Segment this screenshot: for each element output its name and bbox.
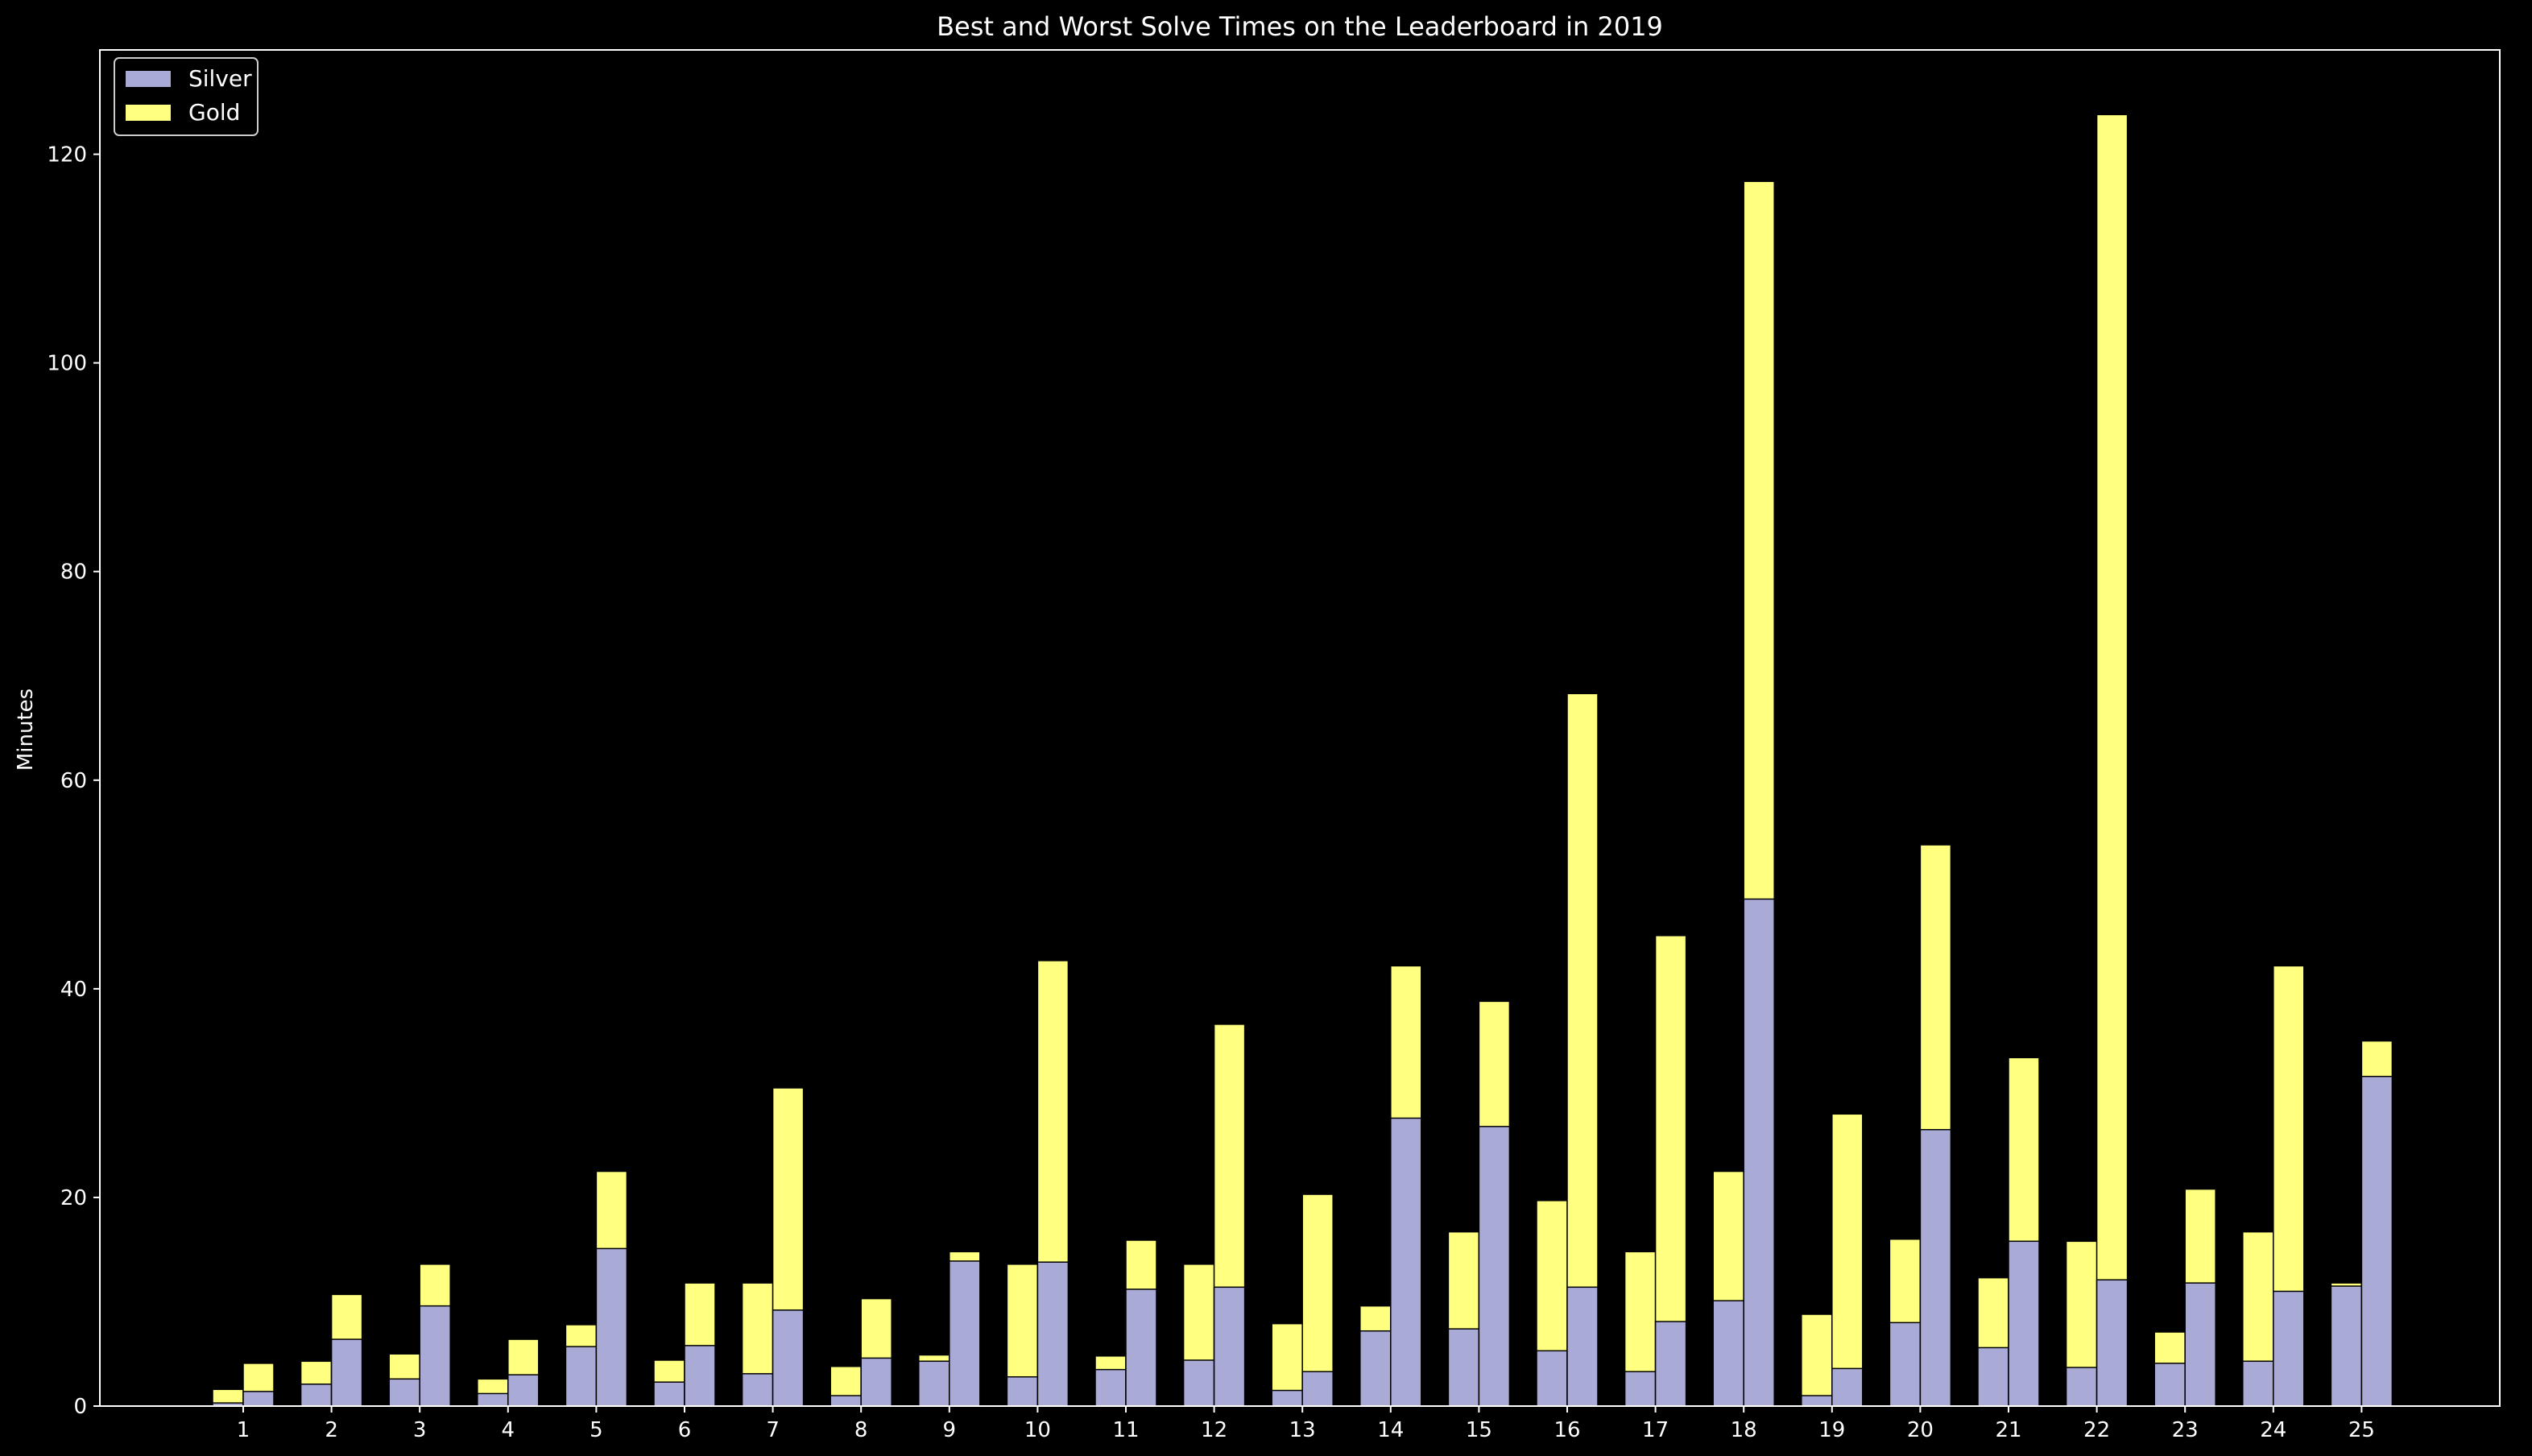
x-tick-label: 20 [1907,1418,1934,1442]
y-tick-label: 120 [47,143,87,168]
x-tick-label: 24 [2260,1418,2286,1442]
silver-bar-day-12-best [1182,1359,1215,1407]
silver-bar-day-1-worst [242,1391,275,1407]
x-tick-label: 5 [590,1418,603,1442]
y-tick-label: 20 [60,1186,87,1210]
x-tick-label: 17 [1642,1418,1669,1442]
x-tick-label: 7 [766,1418,780,1442]
legend-swatch-gold [126,105,171,121]
legend-swatch-silver [126,71,171,87]
silver-bar-day-9-worst [949,1260,981,1407]
x-tick-label: 4 [502,1418,515,1442]
silver-bar-day-19-worst [1831,1367,1864,1407]
silver-bar-day-17-worst [1654,1321,1687,1407]
silver-bar-day-11-worst [1125,1288,1157,1407]
silver-bar-day-10-worst [1036,1261,1069,1407]
chart-title: Best and Worst Solve Times on the Leader… [937,11,1663,42]
silver-bar-day-2-worst [330,1338,363,1407]
silver-bar-day-18-best [1712,1300,1744,1407]
x-tick-label: 10 [1024,1418,1051,1442]
silver-bar-day-4-worst [507,1374,540,1407]
silver-bar-day-24-worst [2273,1290,2305,1407]
silver-bar-day-2-best [300,1384,333,1407]
gold-bar-day-19-worst [1831,1113,1864,1407]
silver-bar-day-22-worst [2096,1279,2129,1407]
x-tick-label: 9 [943,1418,957,1442]
silver-bar-day-15-worst [1478,1126,1511,1407]
plot-frame [99,49,2501,1407]
silver-bar-day-10-best [1006,1375,1039,1407]
x-tick-label: 6 [678,1418,692,1442]
x-tick-label: 23 [2172,1418,2199,1442]
silver-bar-day-5-best [565,1346,598,1407]
y-tick-label: 40 [60,978,87,1002]
gold-bar-day-13-worst [1301,1193,1334,1407]
silver-bar-day-20-worst [1919,1128,1952,1407]
silver-bar-day-16-best [1536,1350,1568,1407]
silver-bar-day-15-best [1447,1328,1480,1407]
silver-bar-day-9-best [918,1360,950,1407]
silver-bar-day-8-worst [860,1357,892,1407]
silver-bar-day-22-best [2065,1367,2098,1407]
silver-bar-day-21-worst [2008,1240,2040,1407]
silver-bar-day-23-worst [2184,1282,2216,1407]
legend: Silver Gold [114,57,259,136]
y-tick-label: 100 [47,352,87,376]
y-tick-label: 60 [60,769,87,793]
x-tick-label: 8 [854,1418,868,1442]
x-tick-label: 2 [325,1418,338,1442]
silver-bar-day-17-best [1624,1371,1657,1407]
silver-bar-day-24-best [2242,1360,2274,1407]
y-tick-label: 0 [73,1395,87,1419]
silver-bar-day-14-worst [1390,1117,1422,1407]
x-tick-label: 11 [1112,1418,1139,1442]
silver-bar-day-25-worst [2360,1075,2393,1407]
silver-bar-day-6-best [653,1381,685,1407]
x-tick-label: 25 [2348,1418,2375,1442]
y-axis-label: Minutes [14,689,38,771]
x-tick-label: 16 [1554,1418,1580,1442]
x-tick-label: 14 [1377,1418,1404,1442]
silver-bar-day-25-best [2330,1285,2363,1407]
silver-bar-day-12-worst [1213,1286,1246,1407]
x-tick-label: 19 [1818,1418,1845,1442]
legend-label-gold: Gold [188,99,240,126]
x-tick-label: 12 [1201,1418,1227,1442]
silver-bar-day-3-worst [419,1305,451,1407]
silver-bar-day-14-best [1359,1330,1392,1407]
silver-bar-day-3-best [388,1378,420,1407]
x-tick-label: 1 [237,1418,250,1442]
silver-bar-day-21-best [1977,1346,2009,1407]
gold-bar-day-19-best [1801,1313,1833,1407]
silver-bar-day-13-worst [1301,1371,1334,1407]
silver-bar-day-6-worst [684,1345,716,1407]
silver-bar-day-8-best [830,1395,862,1407]
silver-bar-day-11-best [1094,1368,1127,1407]
x-tick-label: 3 [413,1418,427,1442]
x-tick-label: 13 [1289,1418,1316,1442]
x-tick-label: 21 [1995,1418,2021,1442]
silver-bar-day-18-worst [1743,898,1775,1407]
y-tick-label: 80 [60,560,87,585]
silver-bar-day-13-best [1271,1389,1303,1407]
silver-bar-day-23-best [2153,1363,2186,1407]
silver-bar-day-19-best [1801,1395,1833,1407]
gold-bar-day-22-worst [2096,114,2129,1407]
silver-bar-day-16-worst [1566,1286,1599,1407]
x-tick-label: 22 [2083,1418,2110,1442]
legend-label-silver: Silver [188,65,252,92]
x-tick-label: 18 [1731,1418,1757,1442]
silver-bar-day-5-worst [595,1247,628,1407]
bars-layer [212,114,2393,1407]
x-tick-label: 15 [1466,1418,1492,1442]
silver-bar-day-7-best [741,1373,774,1407]
silver-bar-day-7-worst [772,1309,805,1407]
silver-bar-day-4-best [477,1392,509,1407]
silver-bar-day-20-best [1889,1322,1922,1407]
